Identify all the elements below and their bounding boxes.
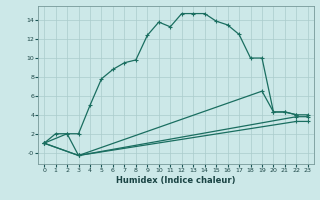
X-axis label: Humidex (Indice chaleur): Humidex (Indice chaleur) — [116, 176, 236, 185]
